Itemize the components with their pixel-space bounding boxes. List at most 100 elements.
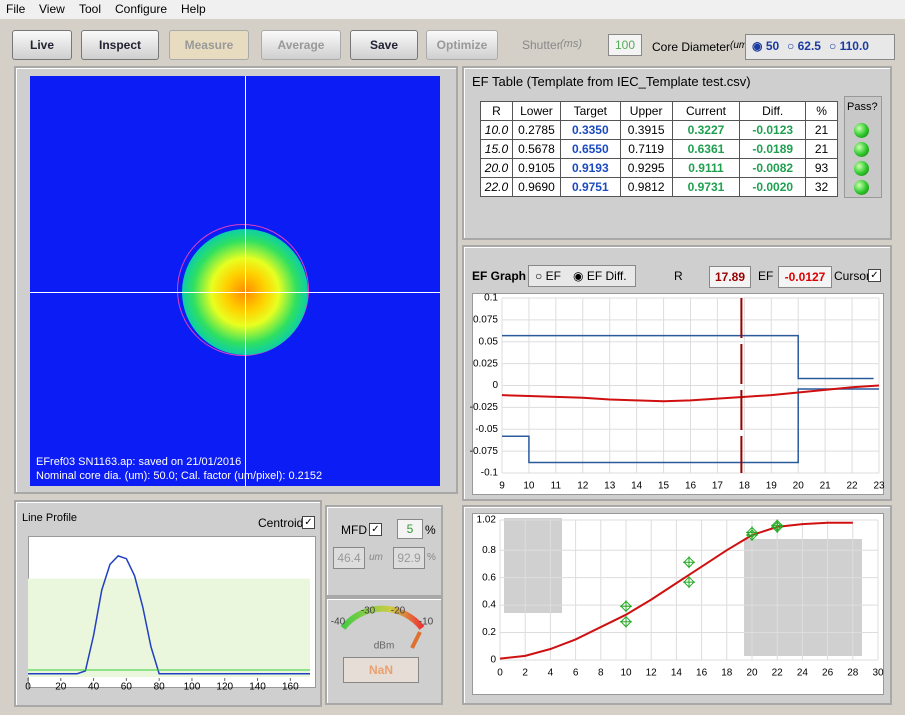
table-cell: 22.0 xyxy=(480,177,513,197)
template-point xyxy=(771,519,784,532)
x-tick-label: 24 xyxy=(797,668,809,679)
menu-item[interactable]: View xyxy=(39,2,65,16)
centroid-checkbox[interactable]: ✓ xyxy=(302,516,315,529)
y-tick-label: 0.025 xyxy=(473,358,498,369)
line-profile-title: Line Profile xyxy=(22,512,78,524)
table-cell: 0.2785 xyxy=(511,120,561,140)
core-option[interactable]: ○ 62.5 xyxy=(787,39,821,53)
y-tick-label: -0.05 xyxy=(475,424,498,435)
shutter-label: Shutter xyxy=(522,38,561,52)
x-tick-label: 19 xyxy=(766,481,778,492)
y-tick-label: 0.2 xyxy=(482,627,496,638)
gauge-tick: -30 xyxy=(361,606,376,617)
toolbar-button[interactable]: Live xyxy=(12,30,72,60)
centroid-label: Centroid xyxy=(258,516,304,530)
y-tick-label: 0.6 xyxy=(482,572,496,583)
gauge-needle xyxy=(410,631,422,649)
mfd-percent: 92.9 xyxy=(393,547,425,569)
template-point xyxy=(746,526,758,539)
x-tick-label: 160 xyxy=(282,682,299,693)
x-tick-label: 14 xyxy=(631,481,643,492)
x-tick-label: 2 xyxy=(522,668,528,679)
line xyxy=(499,521,853,660)
core-option-label: 110.0 xyxy=(839,39,869,53)
x-tick-label: 17 xyxy=(712,481,724,492)
table-row: 15.0 0.5678 0.6550 0.7119 0.6361 -0.0189 21 xyxy=(480,139,838,159)
x-tick-label: 9 xyxy=(499,481,505,492)
toolbar-button[interactable]: Optimize xyxy=(426,30,498,60)
line xyxy=(501,384,880,403)
x-tick-label: 10 xyxy=(523,481,535,492)
core-unit: (um) xyxy=(730,40,751,51)
r-value[interactable]: 17.89 xyxy=(709,266,751,288)
toolbar-button[interactable]: Inspect xyxy=(81,30,159,60)
band xyxy=(28,578,310,677)
x-tick-label: 80 xyxy=(154,682,166,693)
mode-label: EF xyxy=(545,269,561,283)
ef-graph-title: EF Graph xyxy=(472,269,527,283)
shutter-unit: (ms) xyxy=(560,38,582,50)
toolbar-button[interactable]: Measure xyxy=(169,30,249,60)
menu-item[interactable]: Help xyxy=(181,2,206,16)
gauge-unit: dBm xyxy=(374,641,395,652)
table-cell: 0.9690 xyxy=(511,177,561,197)
table-row: 22.0 0.9690 0.9751 0.9812 0.9731 -0.0020 32 xyxy=(480,177,838,197)
template-point xyxy=(620,615,632,628)
line xyxy=(28,555,310,675)
mfd-panel: MFD ✓ 5 % 46.4 um 92.9 % xyxy=(325,505,443,597)
y-tick-label: 0 xyxy=(492,380,498,391)
table-cell: 32 xyxy=(805,177,838,197)
y-tick-label: -0.025 xyxy=(470,402,499,413)
plot-frame xyxy=(472,293,884,495)
fit-circle xyxy=(177,224,309,356)
menu-item[interactable]: File xyxy=(6,2,26,16)
x-tick-label: 12 xyxy=(577,481,589,492)
pass-led xyxy=(854,123,869,138)
x-tick-label: 23 xyxy=(873,481,885,492)
r-label: R xyxy=(674,269,683,283)
table-cell: 0.9812 xyxy=(619,177,673,197)
pass-led xyxy=(854,161,869,176)
menu-item[interactable]: Configure xyxy=(115,2,168,16)
mfd-tolerance[interactable]: 5 xyxy=(397,519,423,539)
x-tick-label: 11 xyxy=(551,481,562,492)
mode-ef-diff[interactable]: ◉ EF Diff. xyxy=(573,269,627,283)
core-option-label: 62.5 xyxy=(797,39,821,53)
core-option[interactable]: ○ 110.0 xyxy=(829,39,869,53)
mfd-value: 46.4 xyxy=(333,547,365,569)
table-cell: 0.9295 xyxy=(619,158,673,178)
ef-table-panel: EF Table (Template from IEC_Template tes… xyxy=(462,66,892,240)
ef-graph-panel: EF Graph ○ EF ◉ EF Diff. R 17.89 EF -0.0… xyxy=(462,245,892,501)
x-tick-label: 10 xyxy=(620,668,632,679)
cursor-checkbox[interactable]: ✓ xyxy=(868,269,881,282)
x-tick-label: 60 xyxy=(121,682,133,693)
x-tick-label: 20 xyxy=(793,481,805,492)
x-tick-label: 30 xyxy=(872,668,884,679)
table-cell: 0.3915 xyxy=(619,120,673,140)
y-tick-label: 0.8 xyxy=(482,545,496,556)
ef-value: -0.0127 xyxy=(778,266,832,288)
mfd-checkbox[interactable]: ✓ xyxy=(369,523,382,536)
ef-label: EF xyxy=(758,269,774,283)
toolbar-button[interactable]: Average xyxy=(261,30,341,60)
crosshair-v xyxy=(245,76,246,486)
gauge-tick: -20 xyxy=(391,606,406,617)
pass-label: Pass? xyxy=(847,101,878,113)
x-tick-label: 0 xyxy=(497,668,503,679)
caption: EFref03 SN1163.ap: saved on 21/01/2016 xyxy=(36,456,242,468)
mfd-tolerance-unit: % xyxy=(425,523,436,537)
x-tick-label: 0 xyxy=(25,682,31,693)
toolbar-button[interactable]: Save xyxy=(350,30,418,60)
x-tick-label: 12 xyxy=(646,668,658,679)
mode-options: ○ EF ◉ EF Diff. xyxy=(528,265,636,287)
core-option[interactable]: ◉ 50 xyxy=(752,39,780,53)
pass-box: Pass? xyxy=(844,96,882,198)
mfd-unit: um xyxy=(369,552,383,563)
caption: Nominal core dia. (um): 50.0; Cal. facto… xyxy=(36,470,323,482)
toolbar: Shutter (ms) 100 Core Diameter (um) ◉ 50… xyxy=(0,22,905,64)
menu-item[interactable]: Tool xyxy=(79,2,102,16)
shutter-input[interactable]: 100 xyxy=(608,34,642,56)
power-reading: NaN xyxy=(343,657,419,683)
mode-ef[interactable]: ○ EF xyxy=(535,269,561,283)
x-tick-label: 22 xyxy=(772,668,784,679)
